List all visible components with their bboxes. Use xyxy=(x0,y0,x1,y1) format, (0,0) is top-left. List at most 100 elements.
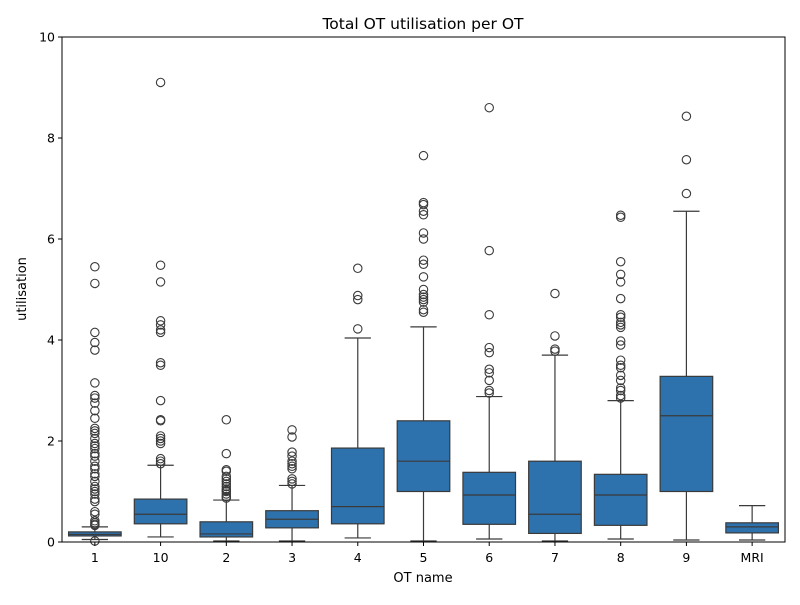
outlier-point xyxy=(90,398,100,408)
outlier-point xyxy=(221,465,232,475)
box-iqr xyxy=(659,375,714,493)
outlier-point xyxy=(155,456,166,466)
box-group-6 xyxy=(462,102,517,540)
outlier-point xyxy=(90,489,100,499)
outlier-point xyxy=(353,290,363,301)
box-iqr xyxy=(725,522,780,534)
outlier-point xyxy=(681,111,692,122)
outlier-point xyxy=(90,327,100,338)
outlier-point xyxy=(90,390,100,401)
outlier-point xyxy=(90,461,100,471)
x-tick-label: 8 xyxy=(617,550,625,565)
outlier-point xyxy=(287,432,297,442)
outlier-point xyxy=(287,425,297,435)
outlier-point xyxy=(90,413,100,424)
box-group-7 xyxy=(528,288,582,542)
outlier-point xyxy=(221,484,232,494)
outlier-point xyxy=(90,471,100,482)
outlier-point xyxy=(90,438,100,449)
outlier-point xyxy=(484,385,494,396)
outlier-point xyxy=(615,210,626,221)
outlier-point xyxy=(418,234,429,244)
outlier-point xyxy=(418,272,429,282)
outlier-point xyxy=(155,325,166,335)
outlier-point xyxy=(90,378,100,388)
outlier-point xyxy=(90,262,100,272)
outlier-point xyxy=(90,428,100,439)
outlier-point xyxy=(155,431,166,441)
outlier-point xyxy=(550,288,560,299)
outlier-point xyxy=(615,336,626,346)
outlier-point xyxy=(418,259,429,269)
box-group-2 xyxy=(199,415,254,542)
outlier-point xyxy=(155,458,166,469)
outlier-point xyxy=(90,506,100,517)
box-iqr xyxy=(462,471,517,525)
outlier-point xyxy=(155,327,166,338)
outlier-point xyxy=(681,154,692,165)
x-tick-label: 2 xyxy=(222,550,230,565)
outlier-point xyxy=(287,451,297,461)
outlier-point xyxy=(155,260,166,271)
outlier-point xyxy=(418,294,429,305)
outlier-point xyxy=(221,489,232,499)
outlier-point xyxy=(90,469,100,479)
outlier-point xyxy=(90,337,100,348)
outlier-point xyxy=(90,443,100,454)
outlier-point xyxy=(221,448,232,459)
outlier-point xyxy=(90,476,100,487)
outlier-point xyxy=(484,342,494,353)
outlier-point xyxy=(287,458,297,469)
y-tick-label: 6 xyxy=(47,232,55,247)
outlier-point xyxy=(615,360,626,370)
outlier-point xyxy=(287,461,297,471)
outlier-point xyxy=(90,484,100,494)
outlier-point xyxy=(287,447,297,457)
outlier-point xyxy=(615,340,626,350)
outlier-point xyxy=(418,197,429,208)
box-iqr xyxy=(330,447,385,525)
box-group-4 xyxy=(330,263,385,539)
x-tick-label: 9 xyxy=(682,550,690,565)
outlier-point xyxy=(615,317,626,328)
outlier-point xyxy=(484,368,494,378)
outlier-point xyxy=(90,345,100,355)
x-tick-label: 1 xyxy=(91,550,99,565)
outlier-point xyxy=(221,415,232,425)
outlier-point xyxy=(615,312,626,323)
outlier-point xyxy=(155,395,166,406)
outlier-point xyxy=(418,228,429,238)
y-axis-title: utilisation xyxy=(15,257,30,321)
outlier-point xyxy=(155,453,166,464)
outlier-point xyxy=(90,278,100,289)
outlier-point xyxy=(90,441,100,451)
box-iqr xyxy=(199,521,254,538)
x-tick-label: 6 xyxy=(485,550,493,565)
outlier-point xyxy=(221,474,232,484)
outlier-point xyxy=(484,375,494,386)
outlier-point xyxy=(221,481,232,492)
outlier-point xyxy=(90,393,100,403)
outlier-point xyxy=(287,476,297,487)
outlier-point xyxy=(615,293,626,304)
x-tick-label: MRI xyxy=(741,550,764,565)
y-tick-label: 4 xyxy=(47,333,55,348)
y-tick-label: 2 xyxy=(47,434,55,449)
plot-area: 0 2 4 6 8 10 1 10 2 3 4 5 6 7 8 9 MRI xyxy=(39,30,786,565)
outlier-point xyxy=(155,357,166,368)
outlier-point xyxy=(418,297,429,307)
outlier-point xyxy=(90,496,100,507)
outlier-point xyxy=(155,316,166,326)
box-iqr xyxy=(396,420,451,493)
outlier-point xyxy=(155,77,166,88)
outlier-point xyxy=(484,245,494,256)
y-tick-label: 8 xyxy=(47,131,55,146)
box-iqr xyxy=(593,473,648,526)
outlier-point xyxy=(615,363,626,373)
outlier-point xyxy=(484,388,494,398)
outlier-point xyxy=(615,370,626,381)
box-group-3 xyxy=(265,425,319,542)
